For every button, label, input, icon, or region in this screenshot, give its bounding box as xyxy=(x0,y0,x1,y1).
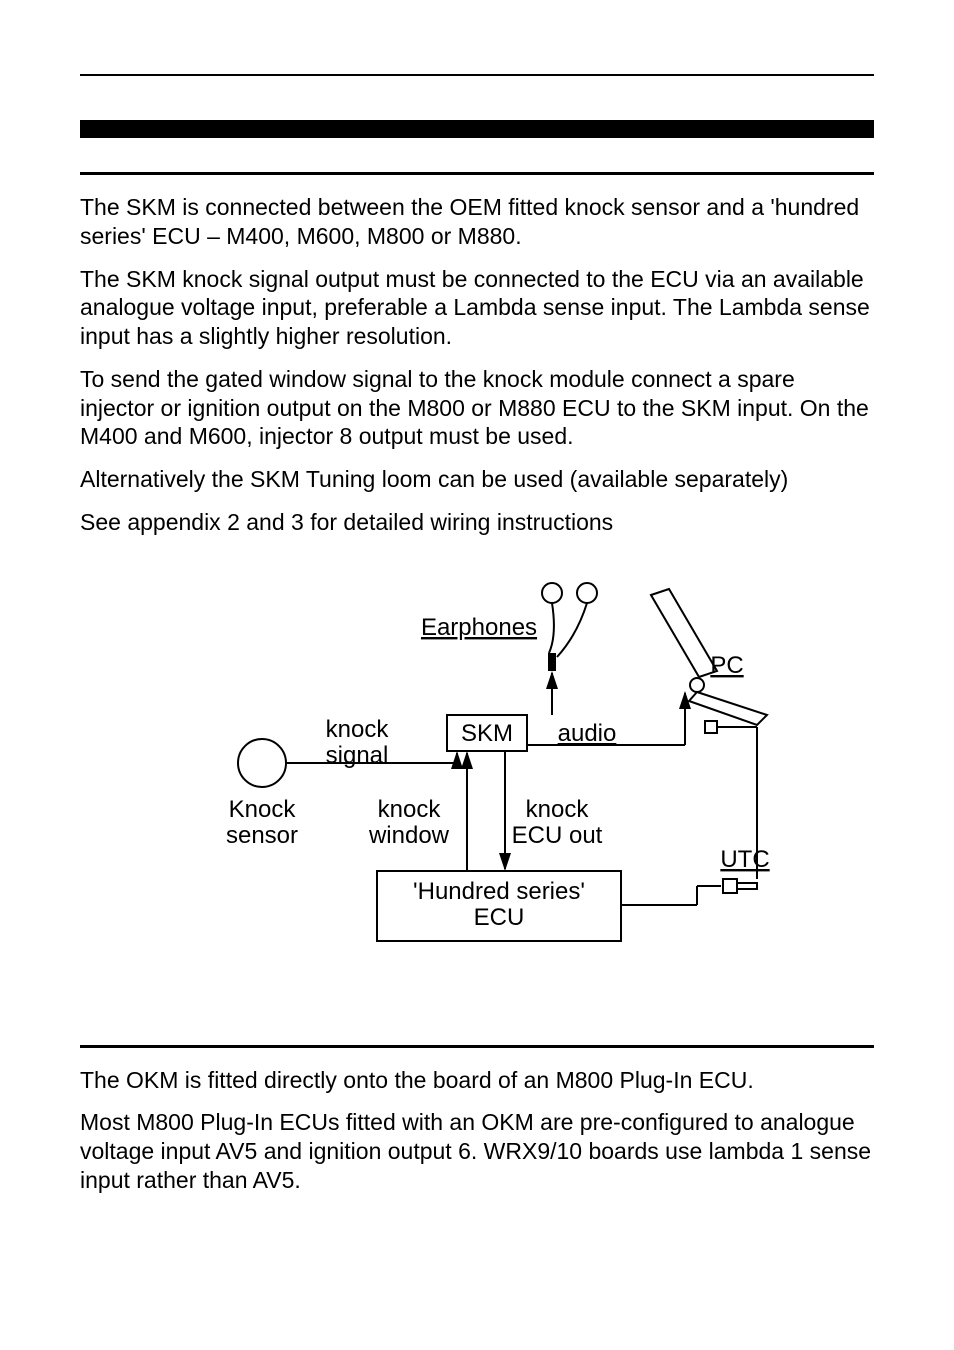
paragraph: Alternatively the SKM Tuning loom can be… xyxy=(80,465,874,494)
svg-text:Earphones: Earphones xyxy=(421,614,537,641)
section-bar-1 xyxy=(80,120,874,138)
paragraph: The SKM is connected between the OEM fit… xyxy=(80,193,874,251)
svg-text:sensor: sensor xyxy=(226,822,298,849)
paragraph: To send the gated window signal to the k… xyxy=(80,365,874,451)
svg-text:UTC: UTC xyxy=(720,846,769,873)
svg-text:ECU out: ECU out xyxy=(512,822,603,849)
section-rule-1 xyxy=(80,172,874,175)
svg-text:window: window xyxy=(368,822,450,849)
section-rule-2 xyxy=(80,1045,874,1048)
top-divider xyxy=(80,74,874,76)
paragraph: The SKM knock signal output must be conn… xyxy=(80,265,874,351)
svg-text:knock: knock xyxy=(326,716,390,743)
svg-text:knock: knock xyxy=(378,796,442,823)
svg-text:signal: signal xyxy=(326,742,389,769)
paragraph: See appendix 2 and 3 for detailed wiring… xyxy=(80,508,874,537)
svg-text:ECU: ECU xyxy=(474,904,525,931)
svg-text:audio: audio xyxy=(558,720,617,747)
svg-text:Knock: Knock xyxy=(229,796,297,823)
svg-text:SKM: SKM xyxy=(461,720,513,747)
paragraph: Most M800 Plug-In ECUs fitted with an OK… xyxy=(80,1108,874,1194)
svg-text:knock: knock xyxy=(526,796,590,823)
svg-text:PC: PC xyxy=(710,652,743,679)
svg-text:'Hundred series': 'Hundred series' xyxy=(413,878,585,905)
paragraph: The OKM is fitted directly onto the boar… xyxy=(80,1066,874,1095)
connection-diagram: EarphonesPCSKMaudioKnocksensorknocksigna… xyxy=(157,565,797,965)
